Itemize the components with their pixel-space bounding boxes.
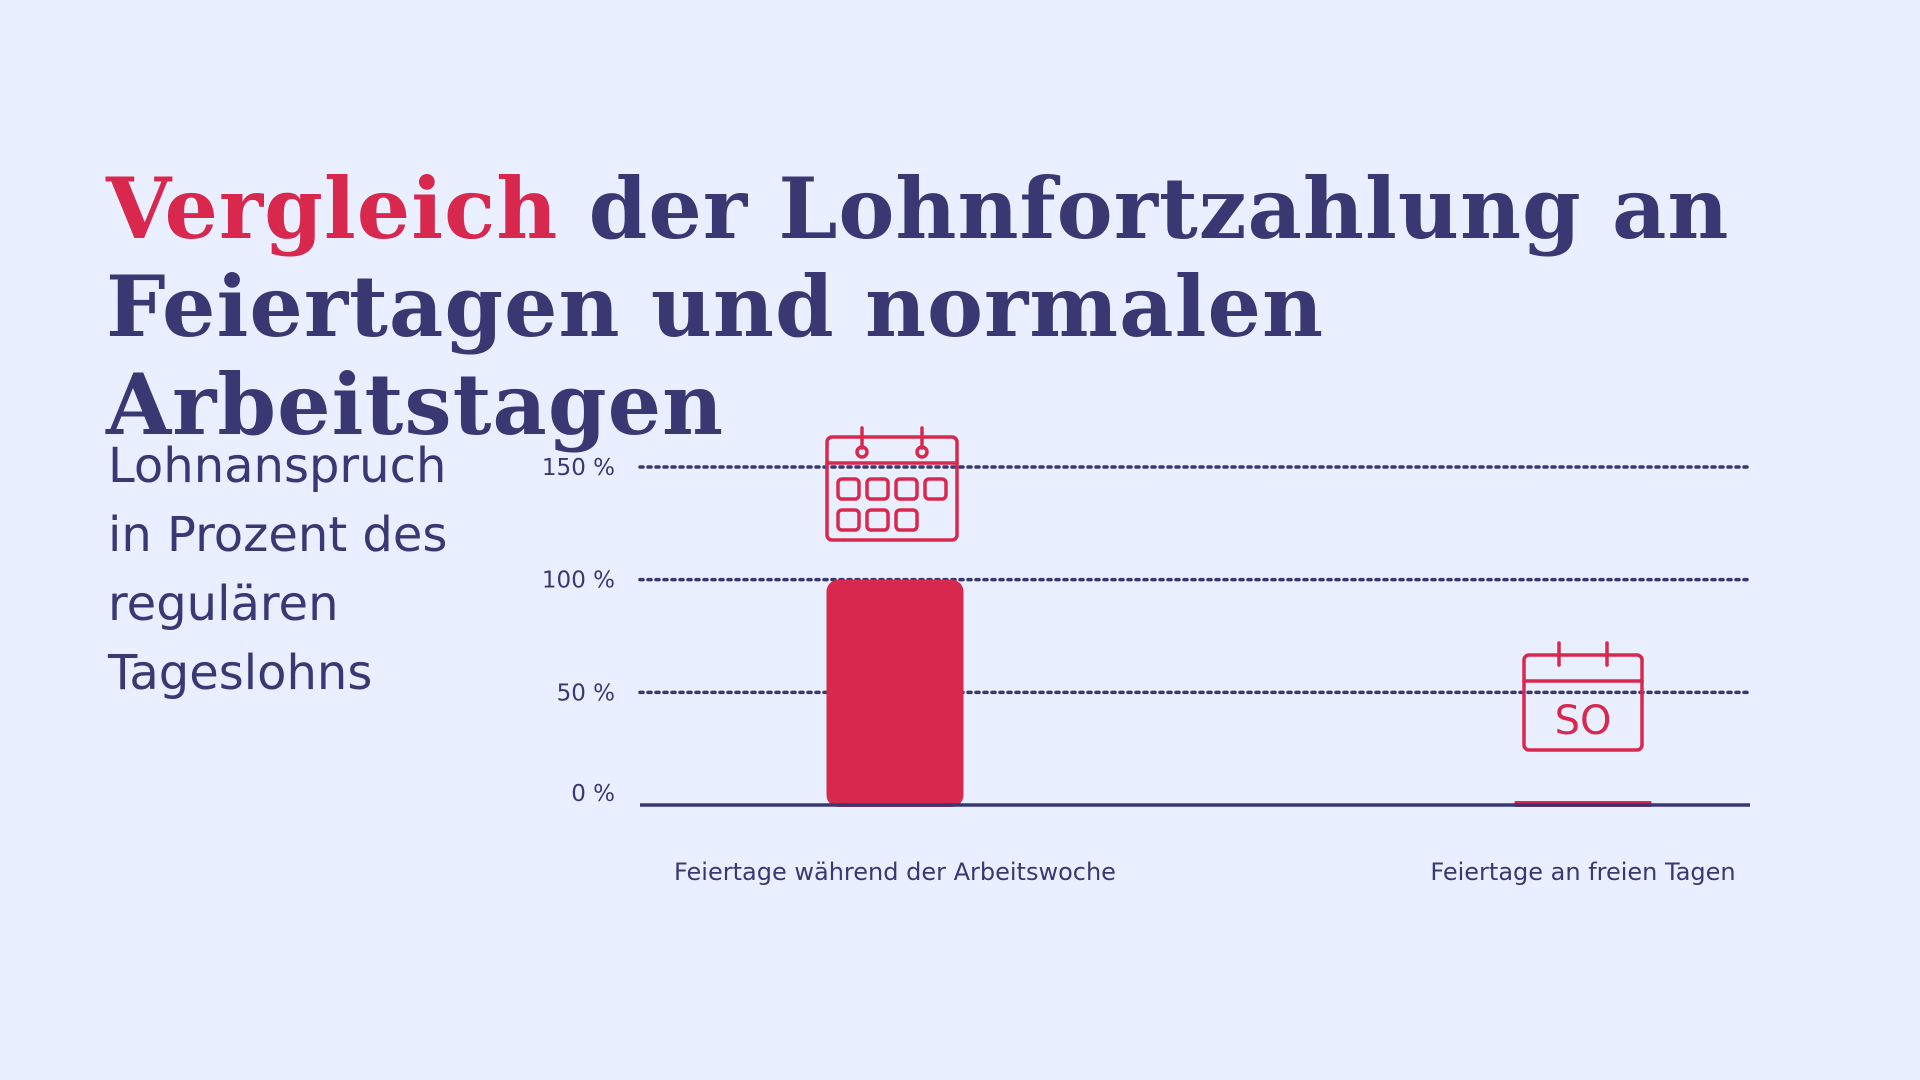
calendar-ring-hole xyxy=(915,445,929,459)
y-axis-label-line: Tageslohns xyxy=(108,645,373,701)
calendar-day xyxy=(923,477,948,501)
x-tick-label: Feiertage während der Arbeitswoche xyxy=(674,858,1116,886)
calendar-sunday-icon xyxy=(1522,641,1644,752)
calendar-body xyxy=(1522,653,1644,752)
calendar-workweek-icon xyxy=(825,426,959,542)
y-tick-label: 150 % xyxy=(542,455,615,481)
y-axis-label: Lohnanspruch in Prozent des regulären Ta… xyxy=(108,432,508,708)
x-tick-label: Feiertage an freien Tagen xyxy=(1430,858,1735,886)
bar xyxy=(826,579,964,807)
y-axis-label-line: Lohnanspruch xyxy=(108,438,447,494)
calendar-day-label: SO xyxy=(1555,698,1612,744)
y-axis-label-line: in Prozent des xyxy=(108,507,448,563)
calendar-day xyxy=(894,508,919,532)
y-tick-label: 0 % xyxy=(571,781,615,807)
y-axis-label-line: regulären xyxy=(108,576,339,632)
calendar-day xyxy=(865,477,890,501)
title-rest: der Lohnfortzahlung an Feiertagen und no… xyxy=(106,159,1730,454)
calendar-day xyxy=(865,508,890,532)
title-highlight: Vergleich xyxy=(106,159,559,258)
calendar-body xyxy=(825,435,959,542)
y-tick-label: 100 % xyxy=(542,568,615,594)
calendar-ring-hole xyxy=(855,445,869,459)
calendar-day xyxy=(836,508,861,532)
calendar-day xyxy=(836,477,861,501)
chart-title: Vergleich der Lohnfortzahlung an Feierta… xyxy=(106,160,1886,454)
y-tick-label: 50 % xyxy=(557,680,615,706)
calendar-day xyxy=(894,477,919,501)
